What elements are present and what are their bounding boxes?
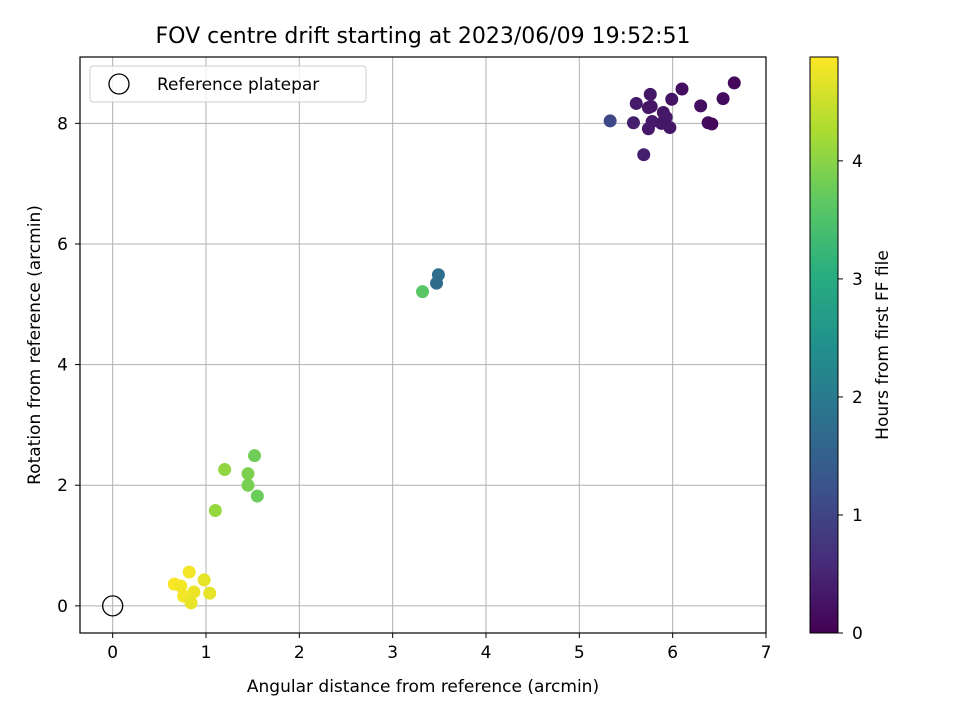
data-point [629,96,643,110]
plot-frame [79,56,767,634]
data-point [603,114,617,128]
colorbar: 0 1 2 3 4 Hours from first FF file [809,56,893,644]
data-point [187,585,201,599]
colorbar-tick-label: 3 [852,270,863,290]
data-point [641,122,655,136]
legend-marker-reference [108,73,130,95]
x-tick-label: 7 [761,643,772,663]
grid-lines [80,57,767,633]
data-point [184,596,198,610]
y-tick-label: 6 [57,235,68,255]
x-tick-label: 4 [481,643,492,663]
data-point [250,489,264,503]
x-axis-label: Angular distance from reference (arcmin) [247,677,599,697]
data-point [416,285,430,299]
data-point [675,82,689,96]
data-points [102,76,741,617]
colorbar-label: Hours from first FF file [873,250,893,440]
chart-title: FOV centre drift starting at 2023/06/09 … [156,24,691,49]
colorbar-tick-label: 0 [852,624,863,644]
colorbar-ticks: 0 1 2 3 4 [838,152,863,644]
data-point [197,573,211,587]
x-tick-label: 0 [107,643,118,663]
data-point [643,87,657,101]
x-axis-ticks: 0 1 2 3 4 5 6 7 [107,633,771,663]
y-axis-ticks: 0 2 4 6 8 [57,114,80,617]
x-tick-label: 1 [201,643,212,663]
x-tick-label: 5 [574,643,585,663]
x-tick-label: 2 [294,643,305,663]
data-point [727,76,741,90]
data-point [716,92,730,106]
data-point [644,99,658,113]
data-point [203,586,217,600]
y-tick-label: 0 [57,597,68,617]
colorbar-tick-label: 1 [852,506,863,526]
data-point [705,117,719,131]
data-point [241,478,255,492]
y-tick-label: 4 [57,356,68,376]
x-tick-label: 3 [387,643,398,663]
legend: Reference platepar [89,65,367,103]
data-point [241,467,255,481]
data-point [218,463,232,477]
data-point [665,92,679,106]
data-point [430,276,444,290]
data-point [174,579,188,593]
data-point [626,116,640,130]
data-point [694,99,708,113]
data-point [663,121,677,135]
y-axis-label: Rotation from reference (arcmin) [25,205,45,485]
y-tick-label: 8 [57,114,68,134]
colorbar-tick-label: 4 [852,152,863,172]
reference-point [102,595,124,617]
x-tick-label: 6 [667,643,678,663]
data-point [637,148,651,162]
colorbar-gradient [809,56,839,634]
legend-label-reference: Reference platepar [157,75,319,95]
legend-box [89,65,367,103]
data-point [182,565,196,579]
colorbar-tick-label: 2 [852,388,863,408]
data-point [248,449,262,463]
data-point [208,504,222,518]
y-tick-label: 2 [57,476,68,496]
